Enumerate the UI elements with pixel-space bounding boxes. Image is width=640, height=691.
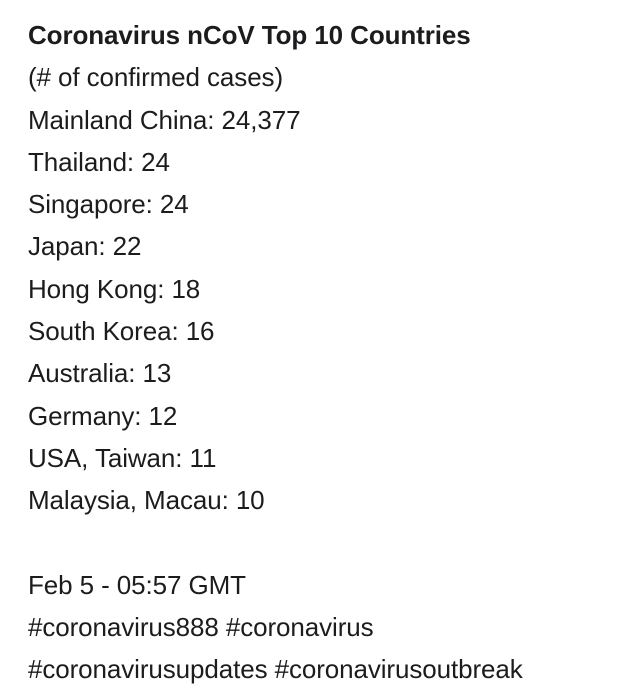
hashtags-line[interactable]: #coronavirusupdates #coronavirusoutbreak [28, 654, 523, 685]
post-subtitle: (# of confirmed cases) [28, 62, 284, 93]
post-text: Coronavirus nCoV Top 10 Countries (# of … [28, 14, 634, 691]
country-line: Mainland China: 24,377 [28, 104, 301, 135]
timestamp: Feb 5 - 05:57 GMT [28, 569, 246, 600]
country-line: Australia: 13 [28, 358, 172, 389]
country-line: South Korea: 16 [28, 316, 215, 347]
post-title: Coronavirus nCoV Top 10 Countries [28, 20, 471, 50]
country-line: Germany: 12 [28, 400, 178, 431]
country-line: Singapore: 24 [28, 189, 189, 220]
blank-line [28, 522, 634, 564]
country-line: USA, Taiwan: 11 [28, 442, 217, 473]
country-line: Japan: 22 [28, 231, 142, 262]
country-line: Hong Kong: 18 [28, 273, 201, 304]
hashtags-line[interactable]: #coronavirus888 #coronavirus [28, 612, 374, 643]
country-line: Thailand: 24 [28, 146, 170, 177]
country-line: Malaysia, Macau: 10 [28, 485, 265, 516]
